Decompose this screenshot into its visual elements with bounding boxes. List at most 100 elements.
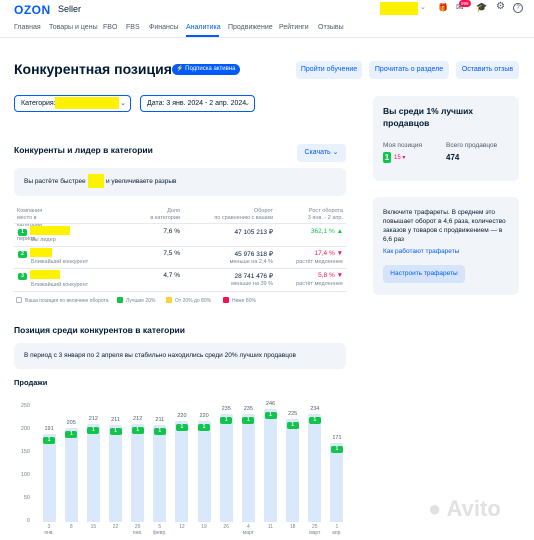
subscription-badge: ⚡ Подписка активна <box>172 64 240 75</box>
x-axis-tick: 15 <box>90 524 97 530</box>
company-name-redacted[interactable] <box>30 248 52 257</box>
main-nav: Главная Товары и цены FBO FBS Финансы Ан… <box>0 18 534 38</box>
share-value: 7,5 % <box>163 250 180 257</box>
x-axis-tick: 22 <box>112 524 119 530</box>
nav-finance[interactable]: Финансы <box>149 24 179 31</box>
chart-bar[interactable] <box>153 424 167 522</box>
growth-value: 17,4 % ▼ <box>280 250 344 257</box>
my-position-badge: 1 <box>383 152 391 163</box>
x-axis-tick: 11 <box>267 524 274 530</box>
col-growth-sub: 3 янв. - 2 апр. <box>307 215 343 221</box>
gift-icon[interactable]: 🎁 <box>438 3 448 12</box>
nav-ratings[interactable]: Рейтинги <box>279 24 309 31</box>
chart-bar[interactable] <box>109 424 122 522</box>
chart-bar[interactable] <box>197 420 211 522</box>
bar-rank-badge: 1 <box>220 416 233 424</box>
gear-icon[interactable]: ⚙ <box>496 1 505 12</box>
chart-bar[interactable] <box>219 413 233 522</box>
chart-bar[interactable] <box>286 418 300 522</box>
y-axis-tick: 200 <box>20 426 30 432</box>
traffic-promo-link[interactable]: Как работают трафареты <box>383 248 460 255</box>
avito-watermark: ● Avito <box>428 496 501 521</box>
position-delta-value: 15 <box>394 155 401 161</box>
y-axis-tick: 100 <box>20 472 30 478</box>
logo-seller-label: Seller <box>58 4 82 14</box>
nav-active-underline <box>186 35 219 37</box>
chat-icon[interactable]: ✉ <box>456 2 464 12</box>
chart-bar[interactable] <box>64 427 78 522</box>
total-sellers-label: Всего продавцов <box>446 142 498 149</box>
download-button[interactable]: Скачать ⌄ <box>297 144 346 162</box>
nav-promotion[interactable]: Продвижение <box>228 24 273 31</box>
legend-label: Лучшие 20% <box>126 298 156 304</box>
legend-label: Ниже 80% <box>232 298 256 304</box>
setup-traffic-button[interactable]: Настроить трафареты <box>383 265 465 283</box>
bar-value-label: 220 <box>199 412 209 419</box>
chart-bar[interactable] <box>42 434 56 522</box>
col-company-title: Компания <box>17 208 43 214</box>
y-axis-tick: 50 <box>23 495 30 501</box>
chevron-down-icon[interactable]: ⌄ <box>420 4 426 11</box>
bar-rank-badge: 1 <box>153 427 166 435</box>
arrow-up-icon: ▲ <box>336 228 343 235</box>
chart-bar[interactable] <box>86 424 100 522</box>
notification-badge[interactable]: 999 <box>459 0 471 7</box>
growth-comparison: растёт медленнее <box>296 259 343 265</box>
bar-rank-badge: 1 <box>286 421 299 429</box>
company-name-redacted[interactable] <box>30 270 60 279</box>
table-divider <box>14 223 346 224</box>
chart-bar[interactable] <box>308 414 322 522</box>
read-about-button[interactable]: Прочитать о разделе <box>369 61 449 79</box>
sales-chart-title: Продажи <box>14 378 48 387</box>
top-seller-card: Вы среди 1% лучших продавцов Моя позиция… <box>373 96 519 181</box>
legend-swatch-your-position <box>16 297 22 303</box>
bolt-icon: ⚡ <box>176 66 186 72</box>
chart-bar[interactable] <box>264 408 277 522</box>
growth-text-after: и увеличиваете разрыв <box>106 178 177 185</box>
chart-bar[interactable] <box>175 420 189 522</box>
page-title: Конкурентная позиция <box>14 61 172 77</box>
help-icon[interactable]: ? <box>513 3 523 13</box>
x-axis-tick: 29 янв. <box>132 524 143 536</box>
turnover-comparison: меньше на 39 % <box>231 281 273 287</box>
nav-home[interactable]: Главная <box>14 24 41 31</box>
bar-value-label: 234 <box>310 406 320 413</box>
bar-rank-badge: 1 <box>87 427 100 435</box>
nav-reviews[interactable]: Отзывы <box>318 24 344 31</box>
company-name-redacted[interactable] <box>30 226 70 235</box>
category-value-redacted <box>55 97 119 109</box>
nav-analytics[interactable]: Аналитика <box>186 24 221 31</box>
nav-fbo[interactable]: FBO <box>103 24 118 31</box>
bar-value-label: 211 <box>155 416 165 423</box>
bar-rank-badge: 1 <box>242 416 255 424</box>
table-divider <box>14 246 346 247</box>
seller-name-redacted[interactable] <box>380 2 418 15</box>
nav-products[interactable]: Товары и цены <box>49 24 98 31</box>
date-label: Дата: 3 янв. 2024 - 2 апр. 2024 <box>147 100 247 107</box>
share-value: 7,6 % <box>163 228 180 235</box>
y-axis-tick: 0 <box>26 518 30 524</box>
graduation-cap-icon[interactable]: 🎓 <box>476 2 488 12</box>
position-info-card: В период с 3 января по 2 апреля вы стаби… <box>14 343 346 369</box>
chart-bar[interactable] <box>131 424 145 522</box>
x-axis-tick: 12 <box>179 524 185 530</box>
total-sellers-value: 474 <box>446 153 460 162</box>
chart-bar[interactable] <box>330 443 344 522</box>
bar-rank-badge: 1 <box>65 430 78 438</box>
growth-value: 362,1 % ▲ <box>280 228 343 235</box>
legend-swatch-middle <box>166 297 172 303</box>
nav-fbs[interactable]: FBS <box>126 24 140 31</box>
date-select[interactable]: Дата: 3 янв. 2024 - 2 апр. 2024 ⌄ <box>140 95 255 112</box>
training-button[interactable]: Пройти обучение <box>296 61 362 79</box>
chart-bar[interactable] <box>241 413 255 522</box>
bar-value-label: 235 <box>221 405 231 412</box>
feedback-button[interactable]: Оставить отзыв <box>456 61 519 79</box>
bar-rank-badge: 1 <box>264 411 277 419</box>
bar-value-label: 220 <box>177 412 187 419</box>
growth-info-card: Вы растёте быстрее и увеличиваете разрыв <box>14 168 346 196</box>
position-info-text: В период с 3 января по 2 апреля вы стаби… <box>24 352 296 359</box>
category-select[interactable]: Категория: ⌄ <box>14 95 131 112</box>
ozon-logo[interactable]: OZON <box>14 3 51 17</box>
col-share-header: Доля в категории <box>140 208 180 222</box>
table-divider <box>14 268 346 269</box>
